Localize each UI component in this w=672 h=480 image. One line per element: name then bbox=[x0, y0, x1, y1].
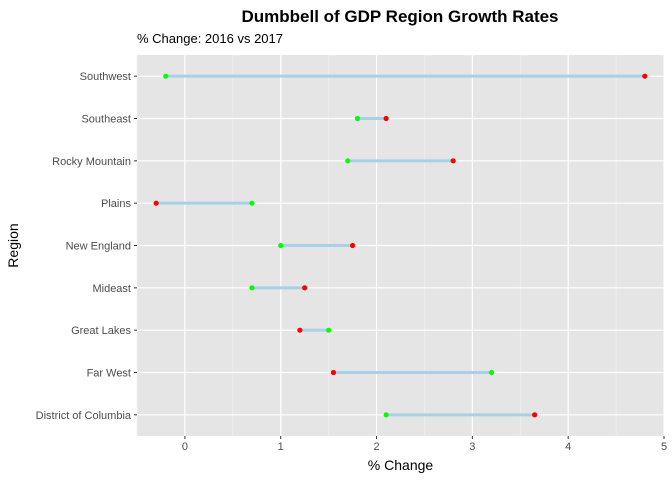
x-tick-label: 5 bbox=[661, 441, 667, 453]
point-series-1 bbox=[163, 73, 169, 79]
point-series-1 bbox=[383, 412, 389, 418]
y-tick-label: Plains bbox=[101, 198, 131, 210]
point-series-2 bbox=[330, 369, 337, 376]
point-series-2 bbox=[297, 327, 303, 333]
dumbbell-segments bbox=[156, 74, 645, 417]
dumbbell-points bbox=[153, 73, 648, 418]
y-tick-label: New England bbox=[66, 241, 131, 253]
point-series-2 bbox=[302, 285, 308, 291]
point-series-2 bbox=[349, 242, 356, 249]
x-tick-label: 1 bbox=[278, 441, 284, 453]
y-tick-label: Great Lakes bbox=[71, 325, 131, 337]
x-tick-label: 0 bbox=[182, 441, 188, 453]
x-tick-label: 4 bbox=[565, 441, 571, 453]
point-series-1 bbox=[345, 158, 351, 164]
y-axis: Southwest Southeast Rocky Mountain Plains Ne… bbox=[36, 71, 137, 422]
x-tick-label: 2 bbox=[373, 441, 379, 453]
point-series-1 bbox=[278, 242, 284, 249]
point-series-2 bbox=[153, 200, 159, 206]
x-axis: 0 1 2 3 4 5 bbox=[182, 436, 667, 453]
point-series-1 bbox=[488, 369, 495, 376]
point-series-2 bbox=[532, 412, 538, 418]
y-tick-label: Southwest bbox=[80, 71, 131, 83]
x-axis-title: % Change bbox=[368, 457, 434, 473]
y-tick-label: Far West bbox=[87, 368, 131, 380]
y-tick-label: Southeast bbox=[81, 114, 131, 126]
point-series-1 bbox=[326, 327, 332, 333]
chart-subtitle: % Change: 2016 vs 2017 bbox=[137, 31, 283, 46]
point-series-1 bbox=[249, 200, 255, 206]
point-series-2 bbox=[450, 158, 456, 164]
y-tick-label: District of Columbia bbox=[36, 410, 132, 422]
x-tick-label: 3 bbox=[469, 441, 475, 453]
point-series-1 bbox=[249, 285, 255, 291]
chart-title: Dumbbell of GDP Region Growth Rates bbox=[241, 7, 558, 26]
point-series-2 bbox=[383, 115, 389, 122]
y-axis-title: Region bbox=[5, 223, 21, 267]
point-series-1 bbox=[354, 115, 360, 122]
point-series-2 bbox=[642, 73, 648, 79]
y-tick-label: Mideast bbox=[92, 283, 131, 295]
y-tick-label: Rocky Mountain bbox=[52, 156, 131, 168]
